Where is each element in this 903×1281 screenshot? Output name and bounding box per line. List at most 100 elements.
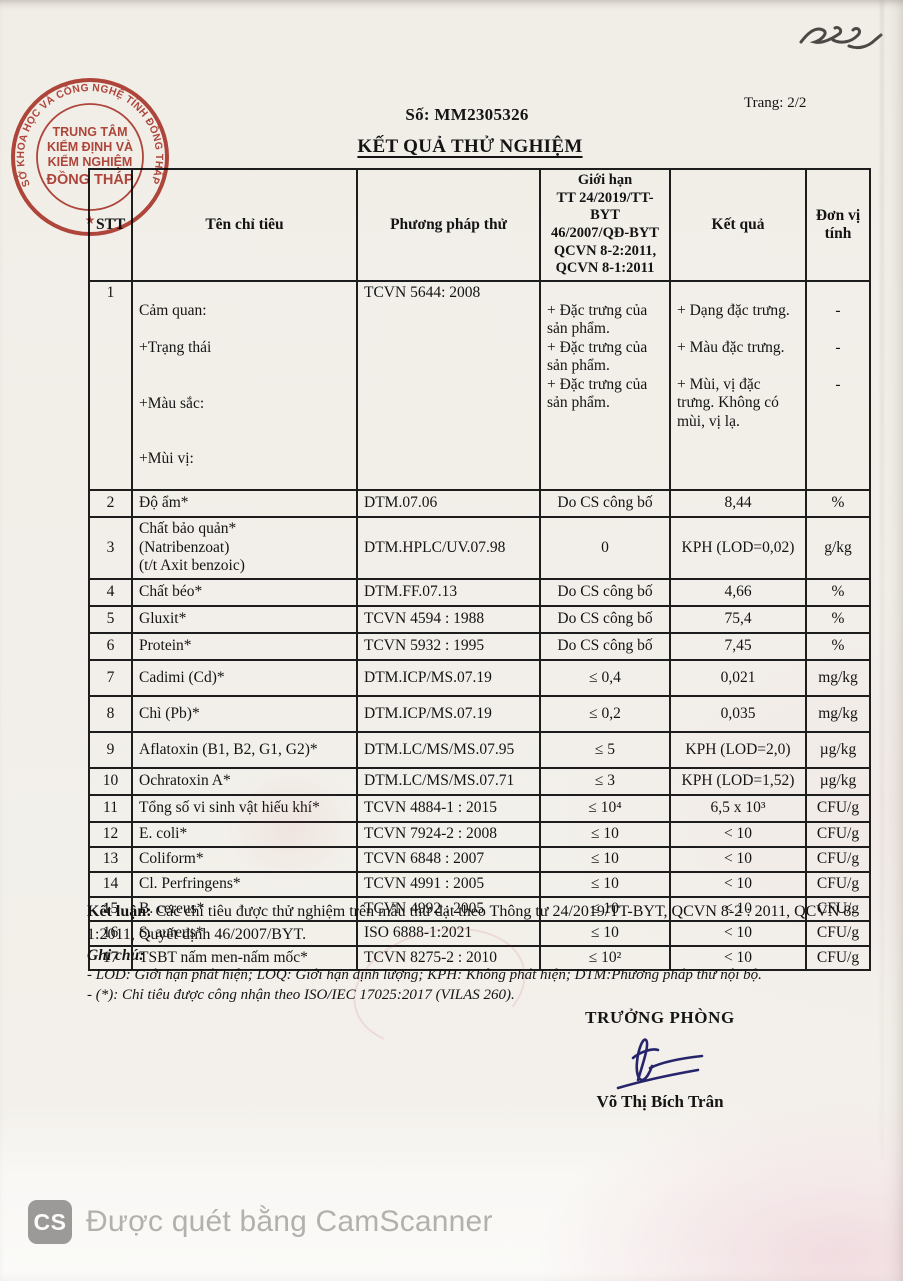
handwritten-signature [616,1038,704,1090]
stamp-line-3: KIỂM NGHIỆM [48,154,133,169]
cell-unit: µg/kg [805,766,871,796]
cell-name: Coliform* [131,845,358,873]
cell-stt: 5 [88,604,133,634]
cell-unit: CFU/g [805,820,871,848]
stamp-line-4: ĐỒNG THÁP [47,170,134,188]
cell-result: 6,5 x 10³ [669,793,807,823]
cell-result: KPH (LOD=0,02) [669,515,807,580]
cell-limit: 0 [539,515,671,580]
cell-result: 4,66 [669,577,807,607]
results-tbody: 2 Độ ẩm* DTM.07.06 Do CS công bố 8,44% 3 Chất … [88,488,871,972]
table-row-7: 7 Cadimi (Cd)* DTM.ICP/MS.07.19 ≤ 0,4 0,021 m… [88,658,871,697]
cell-limit: ≤ 10 [539,919,671,947]
table-header-row: STT Tên chỉ tiêu Phương pháp thử Giới hạ… [88,167,871,283]
table-row-16: 16 S. aureus* ISO 6888-1:2021 ≤ 10 < 10 CFU/g [88,919,871,947]
table-row-5: 5 Gluxit* TCVN 4594 : 1988 Do CS công bố 75,… [88,604,871,634]
cell-method: TCVN 4991 : 2005 [356,870,541,898]
cell-unit: CFU/g [805,919,871,947]
cell-limit: ≤ 10 [539,820,671,848]
header-method: Phương pháp thử [356,167,541,283]
table-row-4: 4 Chất béo* DTM.FF.07.13 Do CS công bố 4,66% [88,577,871,607]
cell-method: DTM.ICP/MS.07.19 [356,658,541,697]
row-group-sensory: 1 Cảm quan: +Trạng thái +Màu sắc: +Mùi v… [88,280,871,491]
cell-result: < 10 [669,845,807,873]
cell-unit: % [805,631,871,661]
page-title: KẾT QUẢ THỬ NGHIỆM [357,136,583,157]
cell-unit: µg/kg [805,730,871,769]
cell-result: 7,45 [669,631,807,661]
cell-result: 0,021 [669,658,807,697]
cell-stt: 10 [88,766,133,796]
cell-stt: 17 [88,944,133,972]
cell-unit: CFU/g [805,944,871,972]
cell-limit: Do CS công bố [539,631,671,661]
cell-stt: 4 [88,577,133,607]
table-row-2: 2 Độ ẩm* DTM.07.06 Do CS công bố 8,44% [88,488,871,518]
page-indicator: Trang: 2/2 [744,95,807,111]
header-limit: Giới hạn TT 24/2019/TT-BYT 46/2007/QĐ-BY… [539,167,671,283]
notes-label: Ghi chú: [87,947,145,964]
cell-limit: ≤ 10² [539,944,671,972]
table-row-14: 14 Cl. Perfringens* TCVN 4991 : 2005 ≤ 10 < … [88,870,871,898]
cell-unit: g/kg [805,515,871,580]
official-red-stamp: SỞ KHOA HỌC VÀ CÔNG NGHỆ TỈNH ĐỒNG THÁP … [11,78,169,236]
cell-unit: - - - [805,280,871,491]
cell-method: DTM.ICP/MS.07.19 [356,694,541,733]
text-line: +Màu sắc: [139,394,205,412]
cell-limit: ≤ 10 [539,845,671,873]
stamp-inner-circle [36,103,144,211]
cell-result: KPH (LOD=2,0) [669,730,807,769]
cell-unit: CFU/g [805,895,871,922]
table-row-9: 9 Aflatoxin (B1, B2, G1, G2)* DTM.LC/MS/MS… [88,730,871,769]
cell-name: Cl. Perfringens* [131,870,358,898]
camscanner-watermark: CS Được quét bằng CamScanner [28,1200,493,1244]
note-lod: - LOD: Giới hạn phát hiện; LOQ: Giới hạn… [87,967,762,983]
text-line: +Mùi vị: [139,450,194,468]
cell-limit: + Đặc trưng của sản phẩm. + Đặc trưng củ… [539,280,671,491]
cell-limit: ≤ 10 [539,870,671,898]
cell-stt: 3 [88,515,133,580]
cell-result: 8,44 [669,488,807,518]
cell-method: TCVN 5644: 2008 [356,280,541,491]
cell-stt: 15 [88,895,133,922]
cell-name: Cadimi (Cd)* [131,658,358,697]
table-row-1: 1 Cảm quan: +Trạng thái +Màu sắc: +Mùi v… [88,280,871,491]
conclusion-text: Kết luận: Các chỉ tiêu được thử nghiệm t… [87,901,873,946]
cell-name: Độ ẩm* [131,488,358,518]
cell-unit: % [805,604,871,634]
header-name: Tên chỉ tiêu [131,167,358,283]
header-result: Kết quả [669,167,807,283]
cell-result: < 10 [669,944,807,972]
cell-method: TCVN 6848 : 2007 [356,845,541,873]
cell-method: TCVN 8275-2 : 2010 [356,944,541,972]
cell-stt: 12 [88,820,133,848]
cell-name: B. cereus* [131,895,358,922]
ink-bleed-smudge [225,765,355,885]
cell-stt: 2 [88,488,133,518]
cell-result: < 10 [669,895,807,922]
text-line: Cảm quan: [139,302,207,320]
cell-name: Aflatoxin (B1, B2, G1, G2)* [131,730,358,769]
cell-name: Ochratoxin A* [131,766,358,796]
cell-unit: mg/kg [805,694,871,733]
cell-limit: ≤ 10⁴ [539,793,671,823]
cell-result: < 10 [669,870,807,898]
cell-result: KPH (LOD=1,52) [669,766,807,796]
cell-method: DTM.LC/MS/MS.07.71 [356,766,541,796]
cell-stt: 6 [88,631,133,661]
cell-name: Cảm quan: +Trạng thái +Màu sắc: +Mùi vị: [131,280,358,491]
table-row-17: 17 TSBT nấm men-nấm mốc* TCVN 8275-2 : 201… [88,944,871,972]
cell-limit: ≤ 0,2 [539,694,671,733]
note-accreditation: - (*): Chỉ tiêu được công nhận theo ISO/… [87,987,515,1003]
table-row-8: 8 Chì (Pb)* DTM.ICP/MS.07.19 ≤ 0,2 0,035 mg/k… [88,694,871,733]
text-line: + Màu đặc trưng. [677,339,785,357]
cell-name: Chất bảo quản* (Natribenzoat) (t/t Axit … [131,515,358,580]
test-results-table: STT Tên chỉ tiêu Phương pháp thử Giới hạ… [88,167,871,972]
cell-method: ISO 6888-1:2021 [356,919,541,947]
cell-stt: 1 [88,280,133,491]
cell-method: DTM.HPLC/UV.07.98 [356,515,541,580]
text-line: + Đặc trưng của sản phẩm. [547,376,648,412]
stamp-star-icon: ★ [85,213,96,227]
text-line: - [835,339,841,357]
signature-block: TRƯỞNG PHÒNG Võ Thị Bích Trân [520,1008,800,1112]
